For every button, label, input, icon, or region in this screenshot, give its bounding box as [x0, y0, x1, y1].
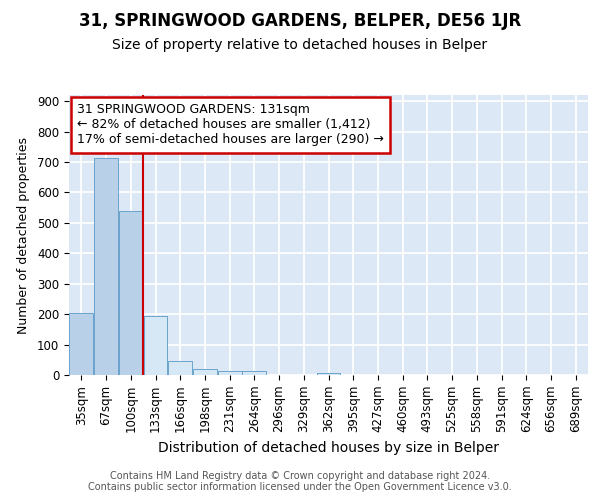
Text: Contains HM Land Registry data © Crown copyright and database right 2024.
Contai: Contains HM Land Registry data © Crown c… — [88, 471, 512, 492]
Bar — [242, 371, 266, 375]
Bar — [143, 316, 167, 375]
Bar — [94, 158, 118, 375]
Bar — [317, 372, 340, 375]
X-axis label: Distribution of detached houses by size in Belper: Distribution of detached houses by size … — [158, 440, 499, 454]
Text: 31, SPRINGWOOD GARDENS, BELPER, DE56 1JR: 31, SPRINGWOOD GARDENS, BELPER, DE56 1JR — [79, 12, 521, 30]
Bar — [119, 212, 143, 375]
Y-axis label: Number of detached properties: Number of detached properties — [17, 136, 30, 334]
Bar — [218, 371, 242, 375]
Bar — [70, 313, 94, 375]
Bar — [168, 362, 192, 375]
Text: Size of property relative to detached houses in Belper: Size of property relative to detached ho… — [112, 38, 488, 52]
Text: 31 SPRINGWOOD GARDENS: 131sqm
← 82% of detached houses are smaller (1,412)
17% o: 31 SPRINGWOOD GARDENS: 131sqm ← 82% of d… — [77, 104, 383, 146]
Bar — [193, 369, 217, 375]
